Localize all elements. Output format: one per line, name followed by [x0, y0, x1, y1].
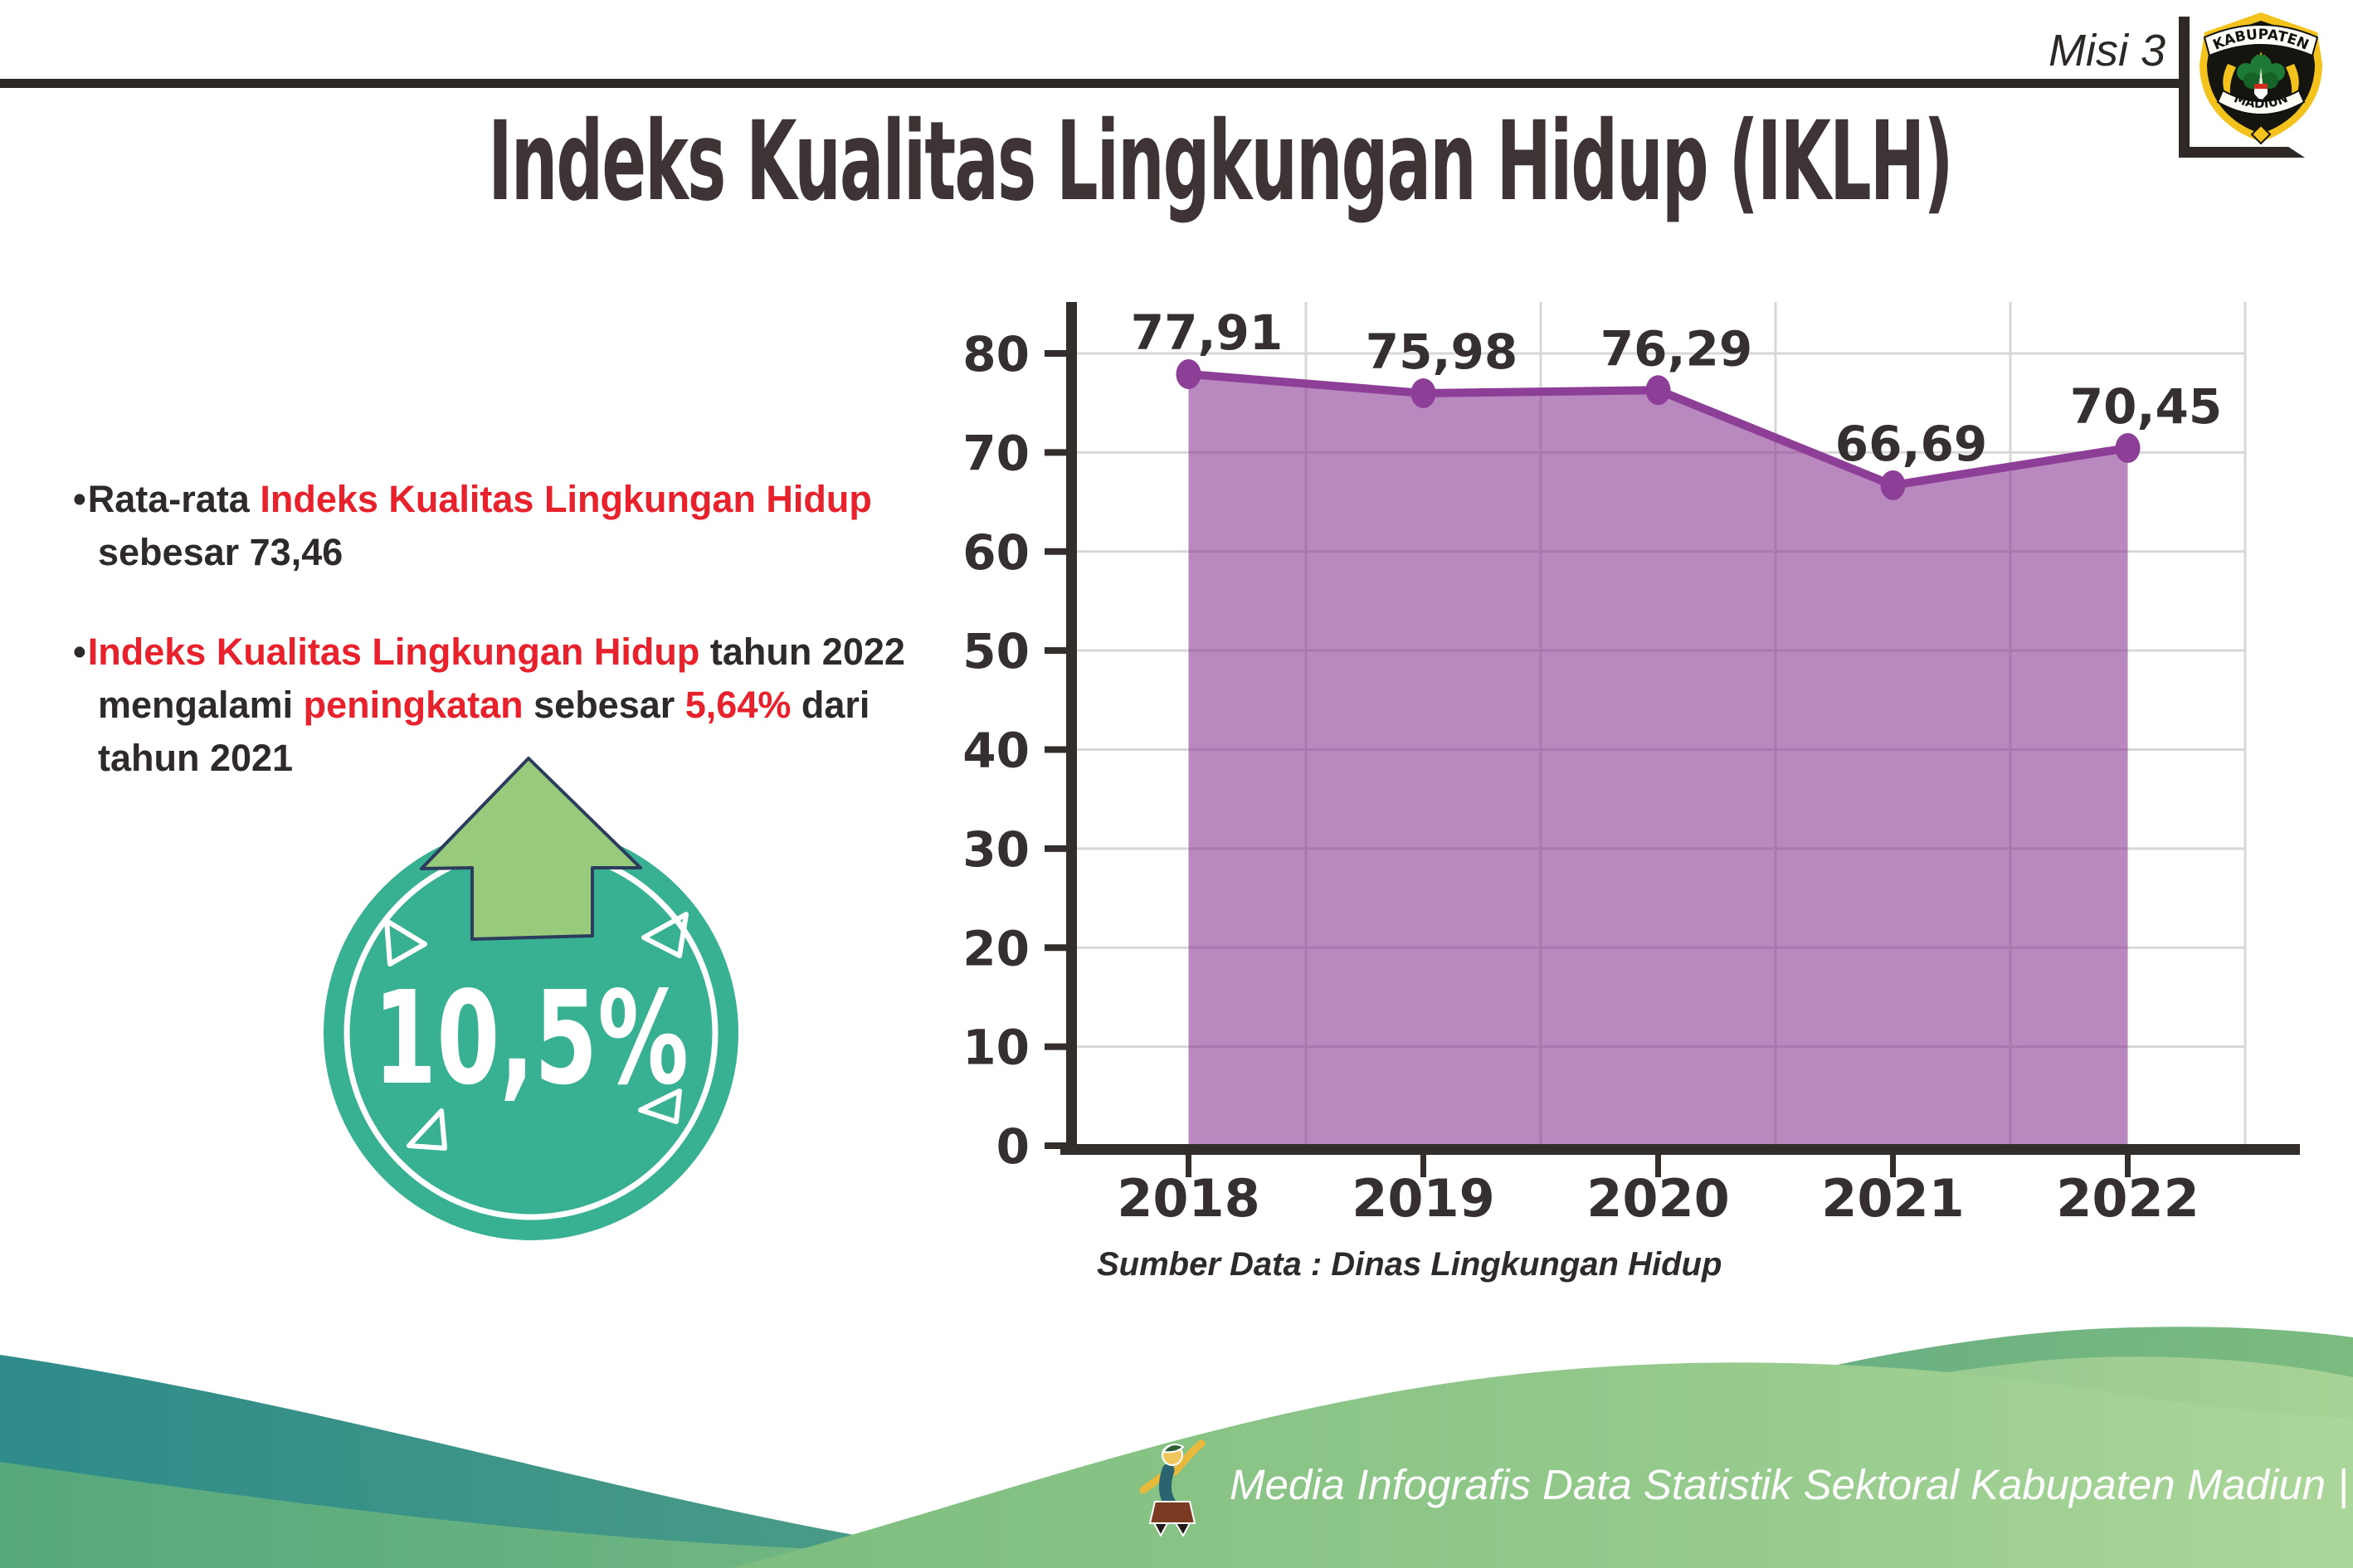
source-note: Sumber Data : Dinas Lingkungan Hidup	[1097, 1246, 1722, 1283]
badge-triangle-accents	[384, 912, 689, 1151]
misi-label: Misi 3	[2048, 26, 2165, 75]
kabupaten-madiun-logo: KABUPATEN ★ MADIUN	[2200, 12, 2322, 144]
badge-circle	[324, 825, 738, 1240]
logo-banner-top	[2203, 24, 2319, 57]
logo-bottom-diamond	[2250, 124, 2272, 144]
mascot-icon	[1139, 1439, 1206, 1536]
up-arrow-icon	[420, 757, 642, 941]
increase-badge: 10,5%	[324, 757, 738, 1240]
page-title: Indeks Kualitas Lingkungan Hidup (IKLH)	[488, 98, 1953, 226]
footer-text: Media Infografis Data Statistik Sektoral…	[1230, 1461, 2349, 1508]
logo-banner-bottom	[2216, 89, 2306, 115]
bullet-item: Indeks Kualitas Lingkungan Hidup tahun 2…	[73, 626, 928, 785]
logo-center-shield-icon	[2254, 84, 2268, 101]
bullet-list: Rata-rata Indeks Kualitas Lingkungan Hid…	[73, 473, 928, 831]
badge-value: 10,5%	[373, 963, 689, 1113]
header-rule	[0, 79, 2182, 88]
bullet-item: Rata-rata Indeks Kualitas Lingkungan Hid…	[73, 473, 928, 579]
wave-green-hill	[730, 1362, 2353, 1568]
logo-frame-vertical	[2179, 17, 2190, 158]
logo-frame-horizontal	[2179, 147, 2305, 158]
